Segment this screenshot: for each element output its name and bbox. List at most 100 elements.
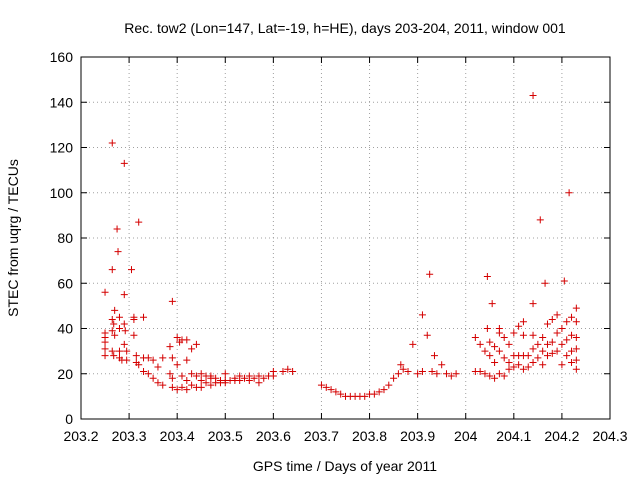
data-point-plus [255,379,263,387]
chart-title: Rec. tow2 (Lon=147, Lat=-19, h=HE), days… [124,20,566,36]
data-point-plus [120,340,128,348]
data-point-plus [529,331,537,339]
data-point-plus [423,331,431,339]
data-point-plus [476,340,484,348]
data-point-plus [568,347,576,355]
data-point-plus [558,361,566,369]
data-point-plus [447,372,455,380]
data-point-plus [500,372,508,380]
data-point-plus [572,365,580,373]
x-tick-label: 203.5 [208,428,243,444]
data-point-plus [337,390,345,398]
data-point-plus [510,329,518,337]
data-point-plus [135,218,143,226]
data-point-plus [183,386,191,394]
data-point-plus [255,372,263,380]
data-point-plus [111,306,119,314]
data-point-plus [414,370,422,378]
data-point-plus [173,386,181,394]
data-point-plus [188,345,196,353]
data-point-plus [428,367,436,375]
y-tick-label: 120 [50,140,74,156]
data-point-plus [543,352,551,360]
data-point-plus [558,325,566,332]
data-point-plus [154,363,162,371]
data-point-plus [111,331,119,339]
data-point-plus [529,345,537,353]
data-point-plus [390,374,398,382]
data-point-plus [524,352,532,360]
data-point-plus [245,377,253,385]
data-points [101,91,580,400]
data-point-plus [471,334,479,342]
data-point-plus [101,352,109,360]
data-point-plus [442,370,450,378]
x-tick-label: 204 [454,428,478,444]
data-point-plus [159,354,167,362]
data-point-plus [108,266,116,274]
data-point-plus [183,377,191,385]
data-point-plus [394,370,402,378]
data-point-plus [483,325,491,332]
data-point-plus [519,365,527,373]
data-point-plus [101,338,109,346]
data-point-plus [539,347,547,355]
data-point-plus [154,379,162,387]
data-point-plus [110,352,118,360]
y-axis-title: STEC from uqrg / TECUs [5,159,21,317]
x-tick-label: 203.7 [304,428,339,444]
data-point-plus [197,370,205,378]
data-point-plus [541,279,549,287]
axis-ticks: 203.2 203.3 203.4 203.5 203.6 203.7 203.8 203.9… [50,49,628,444]
x-tick-label: 203.8 [352,428,387,444]
data-point-plus [510,363,518,371]
y-tick-label: 160 [50,49,74,65]
data-point-plus [430,352,438,360]
data-point-plus [260,374,268,382]
data-point-plus [127,266,135,274]
x-tick-label: 203.3 [112,428,147,444]
x-tick-label: 203.6 [256,428,291,444]
data-point-plus [534,354,542,362]
data-point-plus [563,336,571,344]
x-tick-label: 203.9 [400,428,435,444]
data-point-plus [168,297,176,305]
data-point-plus [183,336,191,344]
data-point-plus [284,365,292,373]
data-point-plus [495,370,503,378]
y-tick-label: 100 [50,185,74,201]
data-point-plus [572,304,580,312]
data-point-plus [140,313,148,321]
y-tick-label: 40 [57,321,73,337]
data-point-plus [452,370,460,378]
data-point-plus [115,313,123,321]
x-tick-label: 203.4 [160,428,195,444]
data-point-plus [375,388,383,396]
data-point-plus [135,361,143,369]
data-point-plus [110,320,118,328]
data-point-plus [572,334,580,342]
data-point-plus [572,345,580,353]
data-point-plus [495,329,503,337]
data-point-plus [488,300,496,308]
data-point-plus [486,352,494,360]
data-point-plus [202,379,210,387]
data-point-plus [568,358,576,366]
data-point-plus [221,379,229,387]
data-point-plus [108,327,116,335]
data-point-plus [486,338,494,346]
data-point-plus [560,277,568,285]
x-tick-label: 204.2 [544,428,579,444]
data-point-plus [539,334,547,342]
data-point-plus [505,340,513,348]
data-point-plus [543,320,551,328]
data-point-plus [409,340,417,348]
data-point-plus [120,159,128,167]
data-point-plus [568,313,576,321]
data-point-plus [149,356,157,364]
data-point-plus [491,343,499,351]
data-point-plus [399,365,407,373]
data-point-plus [418,367,426,375]
data-point-plus [380,386,388,394]
